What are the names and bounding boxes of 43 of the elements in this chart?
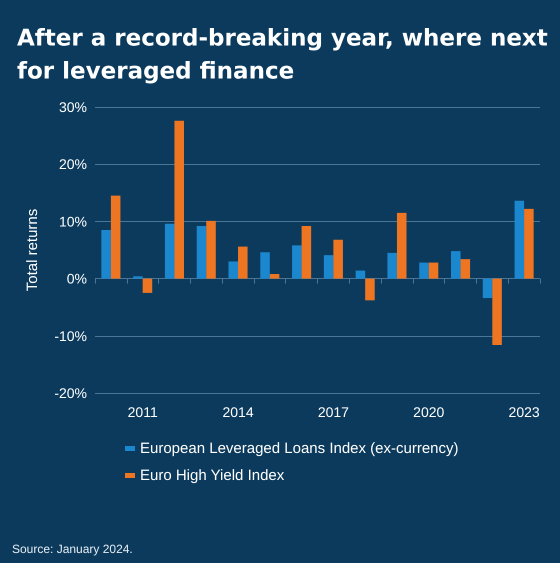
y-tick-label: 20% [58,156,87,172]
y-tick-label: 30% [58,99,87,115]
bar [492,278,502,345]
y-tick-label: 0% [66,270,87,287]
y-tick-label: -10% [54,328,87,344]
bar [460,259,470,279]
bar [270,274,280,279]
legend-label: Euro High Yield Index [140,467,285,484]
bar [260,252,270,279]
chart-title: After a record-breaking year, where next for leveraged finance [17,26,556,84]
bar [428,262,438,279]
bar [174,120,184,279]
y-axis-title: Total returns [24,208,41,292]
bar [324,255,334,279]
bar [387,252,397,279]
bar [142,278,152,293]
bar [228,261,238,279]
bar [451,251,461,279]
bar [365,278,375,300]
bar [238,246,248,279]
bar [396,212,406,279]
bar [419,262,429,279]
bar [292,245,302,279]
legend-label: European Leveraged Loans Index (ex-currency) [140,440,459,457]
x-tick-label: 2017 [318,404,350,420]
x-tick-label: 2023 [508,404,540,420]
bar [302,226,312,279]
x-tick-label: 2011 [128,404,158,420]
bar [333,240,343,279]
x-tick-label: 2020 [413,404,445,420]
x-tick-label: 2014 [222,404,254,420]
bar [524,208,534,279]
y-tick-label: 10% [58,213,87,230]
bar [101,230,111,279]
bar [356,270,366,279]
bar [206,220,216,279]
bar [514,200,524,279]
bar [482,278,492,298]
source-note: Source: January 2024. [12,542,133,556]
bar [110,196,120,279]
bar [164,224,174,279]
y-tick-label: -20% [54,385,87,401]
bar [196,226,206,279]
